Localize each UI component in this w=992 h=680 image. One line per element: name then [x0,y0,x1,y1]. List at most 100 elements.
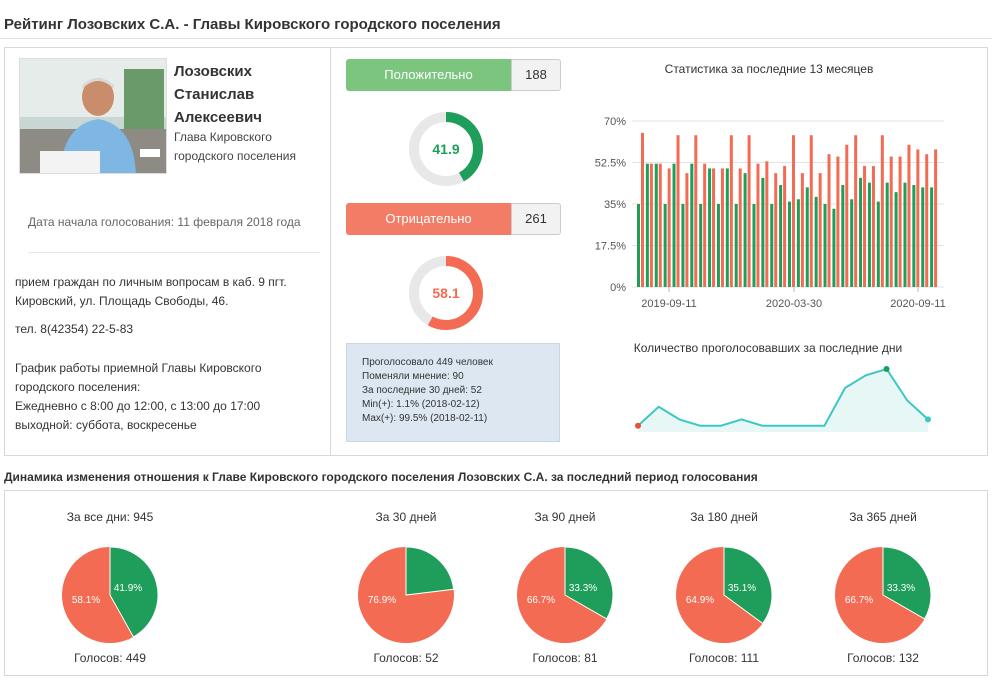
bar-positive [725,168,729,287]
pie-slice-positive [723,546,773,625]
bar-negative [934,149,938,287]
bar-negative [720,168,724,287]
bar-positive [690,163,694,287]
line-area [638,369,928,432]
stat-voted: Проголосовало 449 человек [362,357,493,368]
bar-positive [841,185,845,287]
bar-negative [694,135,698,287]
pie-chart: 41.9% 58.1% [62,546,159,643]
bar-negative [836,156,840,287]
pie-caption: За 90 дней [534,510,596,524]
bar-positive [779,185,783,287]
bar-ytick-label: 70% [604,116,626,128]
bar-positive [823,204,827,287]
daily-votes-line-chart: Количество проголосовавших за последние … [634,341,931,432]
bar-negative [747,135,751,287]
schedule-line: выходной: суббота, воскресенье [15,418,197,432]
schedule-info: График работы приемной Главы Кировского … [15,359,325,435]
schedule-line: График работы приемной Главы Кировского [15,361,262,375]
pie-negative-label: 64.9% [686,595,714,606]
pie-footer: Голосов: 111 [688,651,759,665]
reception-line: прием граждан по личным вопросам в каб. … [15,275,287,289]
pie-slice-positive [564,546,614,620]
negative-donut: 58.1 [409,256,483,330]
name-line: Лозовских [174,63,252,80]
pie-caption: За все дни: 945 [66,510,154,524]
pie-caption: За 30 дней [375,510,437,524]
pie-slice-positive [882,546,932,620]
bar-positive [832,208,836,287]
bar-positive [859,177,863,287]
person-name: Лозовских Станислав Алексеевич [174,60,262,129]
pie-negative-label: 76.9% [368,595,396,606]
post-line: городского поселения [174,149,297,163]
bar-positive [645,163,649,287]
bar-negative [898,156,902,287]
bar-negative [738,168,742,287]
title-divider [0,38,992,39]
bar-negative [685,173,689,287]
pie-chart: 76.9% [358,546,455,643]
bar-positive [681,204,685,287]
line-chart-title: Количество проголосовавших за последние … [634,341,902,355]
pie-positive-label: 41.9% [114,583,142,594]
bar-negative [863,166,867,287]
bar-negative [907,144,911,287]
dynamics-panel [4,490,988,676]
bar-positive [761,177,765,287]
post-line: Глава Кировского [174,130,272,144]
stat-changed: Поменяли мнение: 90 [362,371,464,382]
bar-positive [637,204,640,287]
bar-negative [854,135,858,287]
dynamics-title: Динамика изменения отношения к Главе Кир… [4,470,758,484]
person-photo [19,58,167,174]
bar-negative [783,166,787,287]
bar-negative [649,163,653,287]
bar-xtick-label: 2020-09-11 [890,298,945,310]
bar-positive [903,182,907,287]
bar-positive [770,204,774,287]
bar-positive [699,204,703,287]
bar-negative [792,135,795,287]
bar-positive [885,182,889,287]
bar-negative [880,135,884,287]
bar-negative [827,154,831,287]
bar-negative [889,156,893,287]
name-line: Станислав [174,86,255,103]
page-title: Рейтинг Лозовских С.А. - Главы Кировског… [4,16,501,33]
bar-chart-title: Статистика за последние 13 месяцев [665,62,874,76]
bar-positive [796,199,800,287]
monthly-bar-chart: Статистика за последние 13 месяцев 0% 17.… [595,62,946,310]
bar-ytick-label: 52.5% [595,158,626,170]
voting-stats-box: Проголосовало 449 человек Поменяли мнени… [346,343,560,442]
bar-positive [850,199,854,287]
bar-negative [676,135,680,287]
info-divider [28,252,320,253]
bar-positive [876,201,880,287]
bar-positive [867,182,871,287]
voting-start-date: Дата начала голосования: 11 февраля 2018… [28,215,301,229]
bar-positive [788,201,791,287]
pie-footer: Голосов: 449 [74,651,146,665]
positive-vote-button[interactable]: Положительно [346,59,511,91]
bar-negative [641,132,644,287]
line-start-point [635,422,641,429]
bar-xtick-label: 2020-03-30 [766,298,822,310]
person-post: Глава Кировского городского поселения [174,128,296,166]
pie-footer: Голосов: 81 [532,651,598,665]
negative-vote-button[interactable]: Отрицательно [346,203,511,235]
schedule-line: Ежедневно с 8:00 до 12:00, с 13:00 до 17… [15,399,261,413]
bar-positive [654,163,658,287]
pie-positive-label: 33.3% [887,583,915,594]
reception-info: прием граждан по личным вопросам в каб. … [15,273,325,311]
pie-footer: Голосов: 132 [847,651,919,665]
bar-positive [805,187,809,287]
panel-divider [330,48,331,455]
bar-negative [818,173,822,287]
phone-text: тел. 8(42354) 22-5-83 [15,322,134,336]
bar-positive [930,187,934,287]
pie-chart: 33.3% 66.7% [517,546,614,643]
bar-negative [871,166,875,287]
bar-negative [765,161,769,287]
stat-max: Max(+): 99.5% (2018-02-11) [362,413,488,424]
